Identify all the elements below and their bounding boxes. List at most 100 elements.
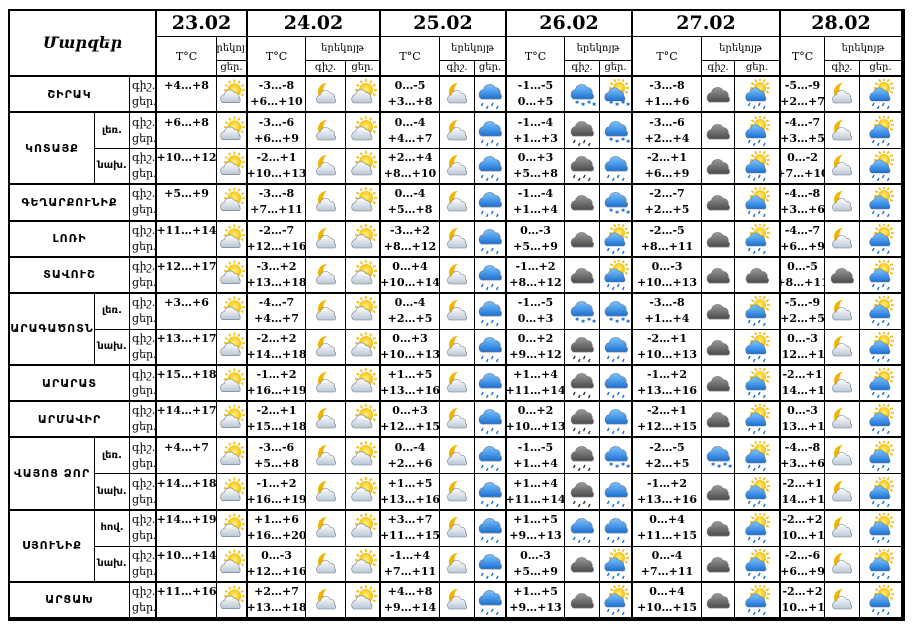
rain-cloud-icon: [478, 590, 502, 615]
temperature-cell: -4…-7 +6…+9: [781, 221, 825, 258]
temperature-cell: +14…+18: [157, 474, 217, 511]
icon-cell: [702, 257, 735, 294]
region-name: ԱՐԱԳԱԾՈՏՆ: [10, 293, 95, 367]
day-subheader: ցեր.: [860, 61, 903, 77]
temperature-cell: -1…-5 0…+5: [507, 77, 565, 114]
temperature-value: +11…+16: [157, 584, 217, 598]
icon-cell: [825, 77, 860, 114]
temperature-value: +15…+18: [157, 368, 217, 382]
temperature-value: -4…-8: [784, 440, 821, 454]
date-header: 25.02: [381, 11, 507, 37]
sun-cloud-rain-icon: [745, 115, 770, 146]
temperature-cell: 0…-3 +12…+16: [248, 546, 306, 583]
icon-cell: [217, 366, 248, 403]
day-subheader: ցեր.: [735, 61, 781, 77]
temperature-cell: -1…+2 +16…+19: [248, 474, 306, 511]
icon-cell: [475, 329, 507, 367]
period-label: գիշ.: [132, 331, 156, 345]
temperature-value: +8…+11: [781, 275, 824, 289]
temperature-value: +1…+4: [513, 456, 558, 470]
period-label: ցեր.: [132, 564, 157, 578]
icon-cell: [440, 402, 475, 439]
icon-cell: [565, 510, 600, 547]
icon-cell: [475, 510, 507, 547]
temperature-value: -1…-5: [517, 440, 554, 454]
dark-rain-cloud-icon: [570, 156, 594, 182]
rain-cloud-icon: [478, 373, 502, 399]
temperature-value: +1…+5: [387, 368, 433, 382]
sun-with-cloud-icon: [220, 332, 246, 356]
temperature-cell: +1…+5 +9…+13: [507, 510, 565, 547]
snow-cloud-icon: ✱ ✱ ✱ ✱: [706, 446, 732, 470]
date-header: 28.02: [781, 11, 903, 37]
icon-cell: [346, 474, 381, 511]
icon-cell: [735, 474, 781, 511]
temperature-value: 0…+5: [517, 95, 554, 109]
sun-cloud-rain-icon: [868, 548, 894, 579]
temperature-value: 0…-3: [261, 548, 292, 562]
temperature-value: +1…+4: [644, 312, 690, 326]
sun-with-cloud-icon: [350, 115, 377, 140]
icon-cell: [860, 366, 903, 403]
temperature-value: +6…+9: [254, 131, 299, 145]
icon-cell: [440, 582, 475, 619]
icon-cell: [306, 438, 346, 475]
icon-cell: [565, 257, 600, 294]
period-labels: գիշ. ցեր.: [130, 546, 157, 583]
icon-cell: [735, 366, 781, 403]
period-label: ցեր.: [132, 239, 157, 253]
icon-cell: [306, 402, 346, 439]
icon-cell: [600, 402, 633, 439]
icon-cell: [860, 474, 903, 511]
temperature-cell: -2…+1 +10…+13: [248, 149, 306, 186]
icon-cell: [735, 293, 781, 330]
icon-cell: [346, 329, 381, 367]
temperature-cell: +4…+8: [157, 77, 217, 114]
rain-cloud-icon: [604, 409, 628, 435]
subregion-label: նախ.: [95, 546, 130, 583]
rain-cloud-icon: [478, 553, 502, 579]
sun-cloud-rain-icon: [868, 223, 894, 254]
temperature-cell: +11…+14: [157, 221, 217, 258]
temperature-cell: -3…-6 +5…+8: [248, 438, 306, 475]
temperature-value: +5…+8: [513, 167, 558, 181]
sun-cloud-rain-icon: [868, 296, 894, 327]
sun-with-cloud-icon: [350, 513, 377, 538]
sun-cloud-rain-icon: [868, 513, 894, 544]
temperature-value: -2…+1: [646, 151, 688, 165]
temperature-cell: 0…+4 +10…+15: [633, 582, 702, 619]
sun-with-cloud-icon: [220, 151, 246, 176]
temperature-value: +16…+19: [248, 384, 306, 398]
temperature-value: +2…+4: [387, 151, 433, 165]
icon-cell: [217, 293, 248, 330]
moon-with-cloud-icon: [315, 372, 336, 393]
temperature-value: 0…+4: [649, 584, 685, 598]
icon-cell: [702, 366, 735, 403]
temperature-value: +1…+5: [513, 584, 558, 598]
moon-with-cloud-icon: [832, 444, 853, 466]
temperature-cell: 0…-4 +7…+11: [633, 546, 702, 583]
svg-text:✱: ✱: [609, 462, 613, 468]
temperature-value: +14…+16: [781, 384, 825, 398]
temperature-value: 0…+3: [517, 312, 554, 326]
temperature-value: -1…+2: [515, 259, 556, 273]
svg-text:✱: ✱: [615, 210, 619, 216]
sun-cloud-rain-icon: [745, 548, 770, 579]
icon-cell: ✱ ✱ ✱ ✱: [565, 293, 600, 330]
temperature-value: +1…+5: [387, 476, 433, 490]
temperature-value: +2…+5: [387, 312, 433, 326]
temperature-value: +10…+12: [157, 151, 217, 165]
icon-cell: [565, 185, 600, 222]
sun-cloud-rain-icon: [745, 296, 770, 327]
evening-header: երեկոյթ: [440, 37, 507, 61]
svg-text:✱: ✱: [621, 208, 625, 214]
temperature-value: 0…+3: [392, 331, 428, 345]
moon-with-cloud-icon: [315, 517, 336, 538]
temperature-value: +6…+9: [781, 564, 825, 578]
moon-with-cloud-icon: [315, 263, 336, 284]
subregion-label: լեռ.: [95, 293, 130, 330]
icon-cell: [702, 185, 735, 222]
temperature-value: +13…+18: [248, 600, 306, 614]
temperature-cell: -4…-8 +3…+6: [781, 185, 825, 222]
dark-rain-cloud-icon: [570, 446, 594, 471]
